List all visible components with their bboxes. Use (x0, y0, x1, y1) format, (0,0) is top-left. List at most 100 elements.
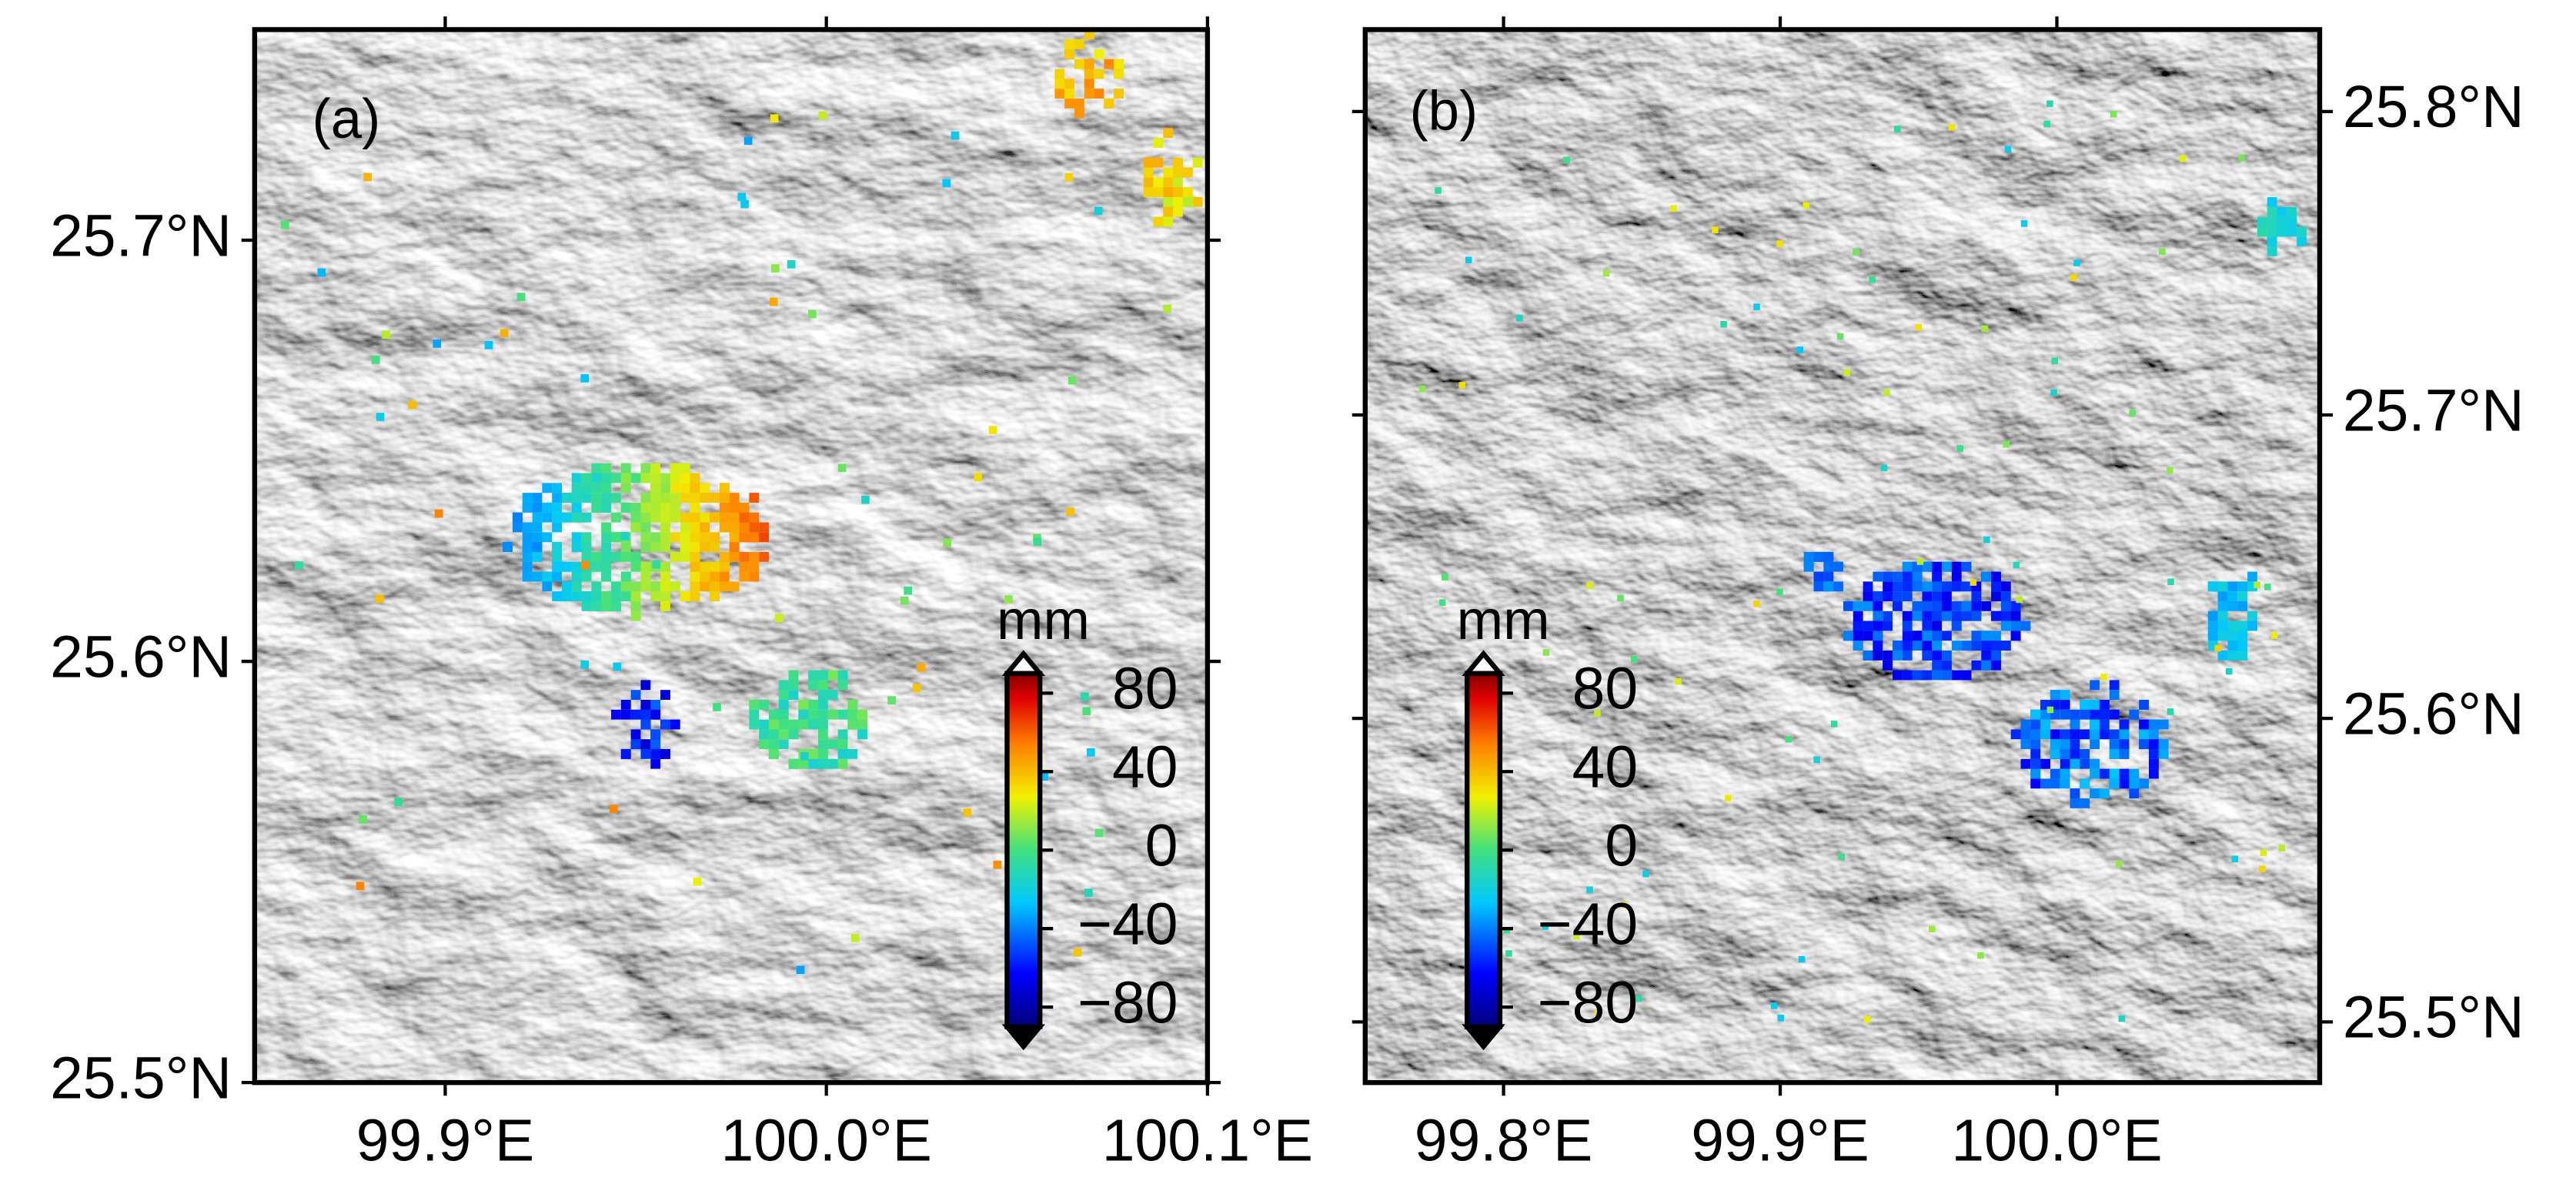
pixel (2070, 274, 2077, 281)
pixel (512, 512, 523, 523)
pixel (690, 483, 700, 493)
pixel (1873, 571, 1883, 582)
pixel (2080, 778, 2090, 789)
pixel (2264, 584, 2271, 590)
pixel (2050, 389, 2057, 396)
pixel (2020, 729, 2031, 740)
pixel (532, 502, 543, 513)
pixel (591, 473, 602, 483)
pixel (1922, 631, 1933, 641)
pixel (2139, 729, 2150, 740)
pixel (2051, 357, 2059, 364)
pixel (857, 709, 868, 720)
pixel (522, 522, 533, 533)
pixel (2129, 768, 2140, 779)
pixel (1873, 591, 1883, 601)
pixel (739, 512, 750, 523)
pixel (713, 703, 721, 711)
pixel (1912, 601, 1923, 611)
pixel (1971, 601, 1982, 611)
pixel (1912, 611, 1923, 621)
pixel (680, 532, 690, 543)
pixel (1942, 601, 1952, 611)
pixel (2099, 768, 2110, 779)
pixel (2010, 729, 2021, 740)
pixel (660, 571, 670, 582)
pixel (1143, 177, 1154, 188)
x-tick-label: 100.1°E (1102, 1108, 1313, 1174)
pixel (1163, 197, 1174, 207)
pixel (591, 483, 602, 493)
pixel (542, 502, 553, 513)
pixel (778, 699, 789, 710)
pixel (581, 601, 592, 611)
pixel (1192, 197, 1203, 207)
pixel (542, 532, 553, 543)
pixel (680, 512, 690, 523)
pixel (2277, 206, 2287, 217)
pixel (710, 532, 720, 543)
pixel (1163, 216, 1174, 227)
pixel (670, 473, 680, 483)
y-tick-label: 25.8°N (2343, 74, 2524, 140)
pixel (1991, 650, 2001, 661)
pixel (630, 473, 641, 483)
pixel (2227, 591, 2238, 601)
pixel (2060, 690, 2070, 700)
pixel (768, 729, 779, 740)
pixel (1033, 537, 1042, 547)
pixel (1922, 621, 1933, 631)
pixel (1942, 591, 1952, 601)
pixel (788, 670, 799, 681)
pixel (2030, 758, 2041, 769)
pixel (552, 512, 563, 523)
pixel (787, 259, 796, 269)
pixel (1932, 571, 1943, 582)
pixel (1956, 445, 1963, 452)
pixel (770, 264, 780, 273)
pixel (630, 581, 641, 592)
pixel (2016, 596, 2023, 604)
pixel (660, 473, 670, 483)
pixel (818, 729, 828, 740)
pixel (562, 512, 572, 523)
pixel (1064, 39, 1075, 50)
pixel (1942, 561, 1952, 572)
pixel (591, 561, 602, 572)
pixel (542, 581, 553, 592)
pixel (700, 542, 710, 552)
pixel (2287, 206, 2297, 217)
pixel (2217, 611, 2228, 621)
pixel (1942, 581, 1952, 592)
pixel (2080, 699, 2090, 710)
pixel (700, 561, 710, 572)
pixel (484, 340, 493, 350)
pixel (739, 522, 750, 533)
pixel (2010, 621, 2021, 631)
pixel (2090, 699, 2100, 710)
pixel (1873, 631, 1883, 641)
pixel (1991, 641, 2001, 651)
pixel (1981, 631, 1992, 641)
pixel (601, 551, 612, 562)
pixel (2000, 641, 2011, 651)
pixel (2237, 650, 2248, 661)
pixel (2217, 631, 2228, 641)
pixel (1932, 631, 1943, 641)
pixel (1991, 571, 2001, 582)
pixel (1594, 710, 1601, 717)
pixel (1922, 561, 1933, 572)
pixel (571, 483, 582, 493)
pixel (1942, 660, 1952, 671)
pixel (778, 680, 789, 691)
pixel (408, 400, 417, 410)
pixel (2227, 650, 2238, 661)
pixel (640, 699, 651, 710)
pixel (1586, 582, 1593, 589)
pixel (532, 542, 543, 552)
pixel (660, 483, 670, 493)
pixel (690, 591, 700, 601)
pixel (2060, 758, 2070, 769)
pixel (847, 699, 858, 710)
pixel (1094, 69, 1104, 79)
